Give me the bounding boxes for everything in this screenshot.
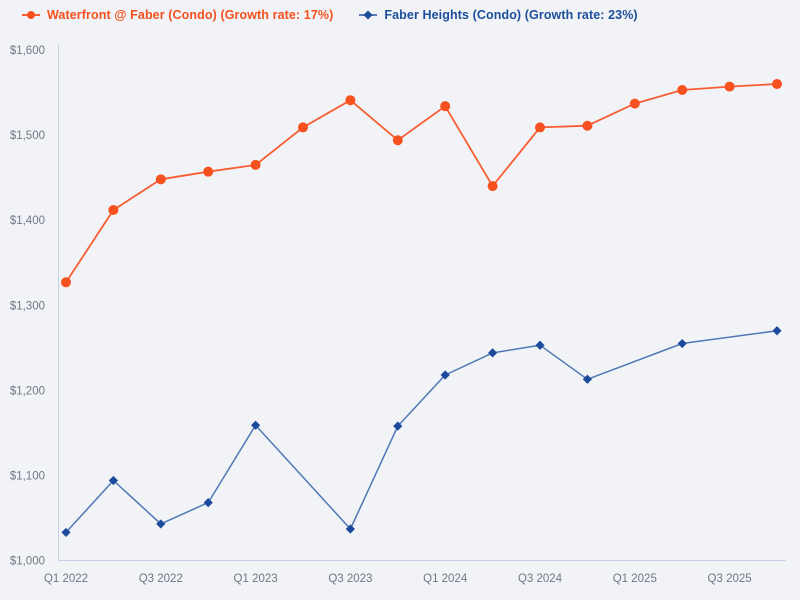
data-point-circle [155,174,166,185]
y-axis-tick-label: $1,000 [10,556,45,568]
data-point-diamond [251,420,261,430]
data-point-circle [298,122,308,133]
data-point-diamond [61,527,71,538]
data-point-diamond [772,326,782,336]
data-point-circle [772,79,782,90]
y-axis-tick-label: $1,500 [10,130,45,142]
y-axis-tick-label: $1,400 [10,215,45,227]
data-point-diamond [156,519,166,529]
data-point-circle [440,101,451,112]
x-axis-tick-label: Q1 2025 [613,573,657,585]
data-point-circle [61,277,71,288]
x-axis-tick-label: Q3 2024 [518,573,563,585]
legend-marker-diamond-icon [359,10,378,20]
data-point-circle [487,181,498,192]
data-point-diamond [203,498,213,508]
x-axis-tick-label: Q3 2023 [328,573,372,585]
data-point-diamond [488,348,498,358]
legend-marker-circle-icon [22,11,40,19]
data-point-circle [203,166,214,177]
series-line-1 [65,330,778,534]
x-axis-tick-label: Q3 2022 [139,573,183,585]
data-point-diamond [440,370,450,380]
data-point-circle [535,122,545,133]
x-axis-tick-label: Q1 2024 [423,573,468,585]
data-point-circle [392,135,403,146]
data-point-circle [677,84,688,95]
x-axis-tick-label: Q1 2023 [234,573,278,585]
data-point-diamond [345,524,355,534]
chart-legend: Waterfront @ Faber (Condo) (Growth rate:… [22,8,638,22]
y-axis-tick-label: $1,300 [10,300,45,312]
data-point-circle [629,98,640,109]
data-point-diamond [535,340,545,350]
data-point-diamond [108,475,118,486]
data-point-circle [108,204,119,215]
legend-label-waterfront-faber: Waterfront @ Faber (Condo) (Growth rate:… [47,8,334,22]
legend-item-waterfront-faber[interactable]: Waterfront @ Faber (Condo) (Growth rate:… [22,8,333,22]
y-axis-tick-label: $1,600 [10,45,45,57]
x-axis-tick-label: Q3 2025 [708,573,752,585]
series-line-0 [65,83,778,284]
x-axis-tick-label: Q1 2022 [44,573,88,585]
data-point-circle [345,95,356,106]
y-axis-tick-label: $1,100 [10,470,45,482]
legend-label-faber-heights: Faber Heights (Condo) (Growth rate: 23%) [384,8,638,22]
data-point-circle [582,120,593,131]
data-point-circle [250,159,261,170]
y-axis-tick-label: $1,200 [10,385,45,397]
data-point-circle [724,81,735,92]
data-point-diamond [582,374,592,384]
data-point-diamond [393,421,403,431]
legend-item-faber-heights[interactable]: Faber Heights (Condo) (Growth rate: 23%) [359,8,638,22]
data-point-diamond [677,338,687,349]
